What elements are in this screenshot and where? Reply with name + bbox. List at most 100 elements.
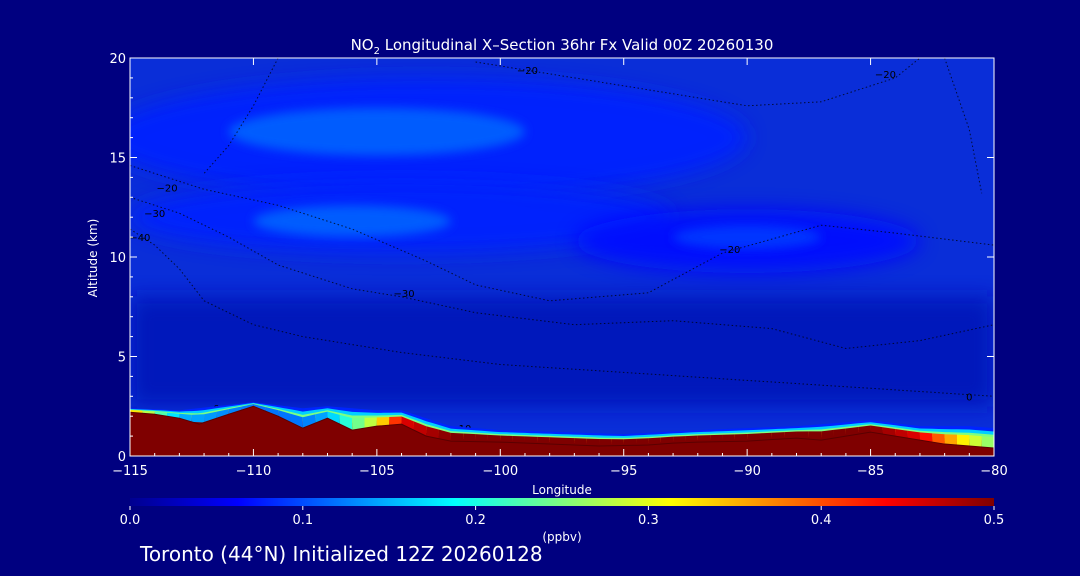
surface-no2-core xyxy=(574,438,587,446)
surface-no2-core xyxy=(426,426,439,439)
chart-title-subscript: 2 xyxy=(374,46,380,57)
surface-no2-core xyxy=(660,436,674,445)
surface-no2-core xyxy=(771,432,785,440)
contour-label: 0 xyxy=(966,392,972,403)
surface-no2-core xyxy=(611,439,624,446)
surface-no2-core xyxy=(858,425,871,435)
surface-no2-core xyxy=(500,435,513,443)
colorbar-gradient xyxy=(130,498,994,506)
surface-no2-core xyxy=(784,431,797,439)
surface-no2-core xyxy=(562,437,575,446)
surface-no2-core xyxy=(302,414,316,429)
surface-no2-core xyxy=(944,434,957,446)
x-tick-label: −90 xyxy=(733,464,760,479)
contour-label: −20 xyxy=(156,183,177,194)
y-tick-label: 10 xyxy=(109,251,126,266)
x-tick-label: −110 xyxy=(236,464,272,479)
y-tick-label: 5 xyxy=(118,351,126,366)
surface-no2-core xyxy=(845,426,859,437)
surface-no2-core xyxy=(697,435,711,443)
footer-location-init: Toronto (44°N) Initialized 12Z 20260128 xyxy=(139,542,543,566)
surface-no2-core xyxy=(599,439,612,447)
surface-no2-core xyxy=(327,411,340,425)
x-tick-label: −115 xyxy=(112,464,148,479)
surface-no2-core xyxy=(648,437,661,446)
colorbar-ticks: 0.0 0.1 0.2 0.3 0.4 0.5 xyxy=(120,506,1005,528)
surface-no2-core xyxy=(870,425,883,435)
colorbar-tick-label: 0.0 xyxy=(120,513,141,528)
surface-no2-core xyxy=(438,429,451,442)
surface-no2-core xyxy=(932,433,945,445)
surface-no2-core xyxy=(241,404,254,411)
colorbar: 0.0 0.1 0.2 0.3 0.4 0.5 (ppbv) xyxy=(120,498,1005,544)
surface-no2-core xyxy=(685,435,698,443)
surface-no2-core xyxy=(586,438,600,447)
no2-field xyxy=(130,77,994,407)
surface-no2-core xyxy=(919,432,933,443)
surface-no2-core xyxy=(364,417,377,429)
contour-line xyxy=(944,58,983,194)
surface-no2-core xyxy=(833,428,846,439)
surface-no2-core xyxy=(808,431,822,441)
plot-area: −20−30−40−30−20−20−200−100 xyxy=(129,58,994,456)
surface-no2-core xyxy=(549,437,562,445)
surface-no2-core xyxy=(315,411,328,424)
surface-no2-core xyxy=(475,434,488,442)
surface-no2-core xyxy=(278,410,291,423)
surface-no2-core xyxy=(821,429,834,441)
contour-label: −20 xyxy=(875,70,896,81)
colorbar-tick-label: 0.5 xyxy=(984,513,1005,528)
y-tick-label: 15 xyxy=(109,152,126,167)
surface-no2-core xyxy=(734,433,748,442)
colorbar-tick-label: 0.4 xyxy=(811,513,832,528)
x-tick-label: −85 xyxy=(857,464,884,479)
colorbar-units: (ppbv) xyxy=(542,530,581,544)
surface-no2-core xyxy=(204,411,217,423)
clean-air-band xyxy=(130,296,994,407)
surface-no2-core xyxy=(981,436,994,449)
surface-no2-core xyxy=(722,434,735,442)
chart-title-rest: Longitudinal X–Section 36hr Fx Valid 00Z… xyxy=(380,36,773,54)
contour-label: −20 xyxy=(719,245,740,256)
y-axis: 0 5 10 15 20 xyxy=(109,52,994,465)
contour-line xyxy=(203,58,279,174)
surface-no2-core xyxy=(636,438,649,446)
surface-no2-core xyxy=(759,432,772,441)
colorbar-tick-label: 0.1 xyxy=(292,513,313,528)
x-tick-label: −100 xyxy=(482,464,518,479)
surface-no2-layer xyxy=(130,402,994,456)
surface-no2-core xyxy=(352,417,365,431)
surface-no2-core xyxy=(265,407,279,417)
colorbar-tick-label: 0.3 xyxy=(638,513,659,528)
surface-no2-core xyxy=(389,416,402,426)
x-tick-label: −80 xyxy=(980,464,1007,479)
no2-plume xyxy=(673,225,822,250)
surface-no2-core xyxy=(882,427,896,437)
surface-no2-core xyxy=(524,436,538,444)
surface-no2-core xyxy=(463,433,476,442)
contour-label: −40 xyxy=(129,233,150,244)
contour-label: −30 xyxy=(393,289,414,300)
surface-no2-core xyxy=(796,431,809,440)
y-axis-title: Altitude (km) xyxy=(86,219,100,298)
surface-no2-core xyxy=(191,414,205,423)
contour-line xyxy=(130,196,994,350)
no2-plume xyxy=(253,205,451,238)
x-tick-label: −105 xyxy=(359,464,395,479)
surface-no2-core xyxy=(673,436,686,444)
surface-no2-core xyxy=(907,430,920,441)
surface-no2-core xyxy=(376,416,390,427)
surface-no2-core xyxy=(167,412,180,419)
surface-no2-core xyxy=(512,435,525,444)
y-tick-label: 20 xyxy=(109,52,126,67)
colorbar-tick-label: 0.2 xyxy=(465,513,486,528)
chart-title: NO2 Longitudinal X–Section 36hr Fx Valid… xyxy=(351,36,774,57)
surface-no2-core xyxy=(179,413,192,422)
surface-no2-core xyxy=(228,406,242,415)
surface-no2-core xyxy=(154,411,168,417)
surface-no2-core xyxy=(290,413,303,429)
surface-no2-core xyxy=(969,435,982,448)
contour-line xyxy=(130,228,994,397)
surface-no2-core xyxy=(895,428,908,439)
